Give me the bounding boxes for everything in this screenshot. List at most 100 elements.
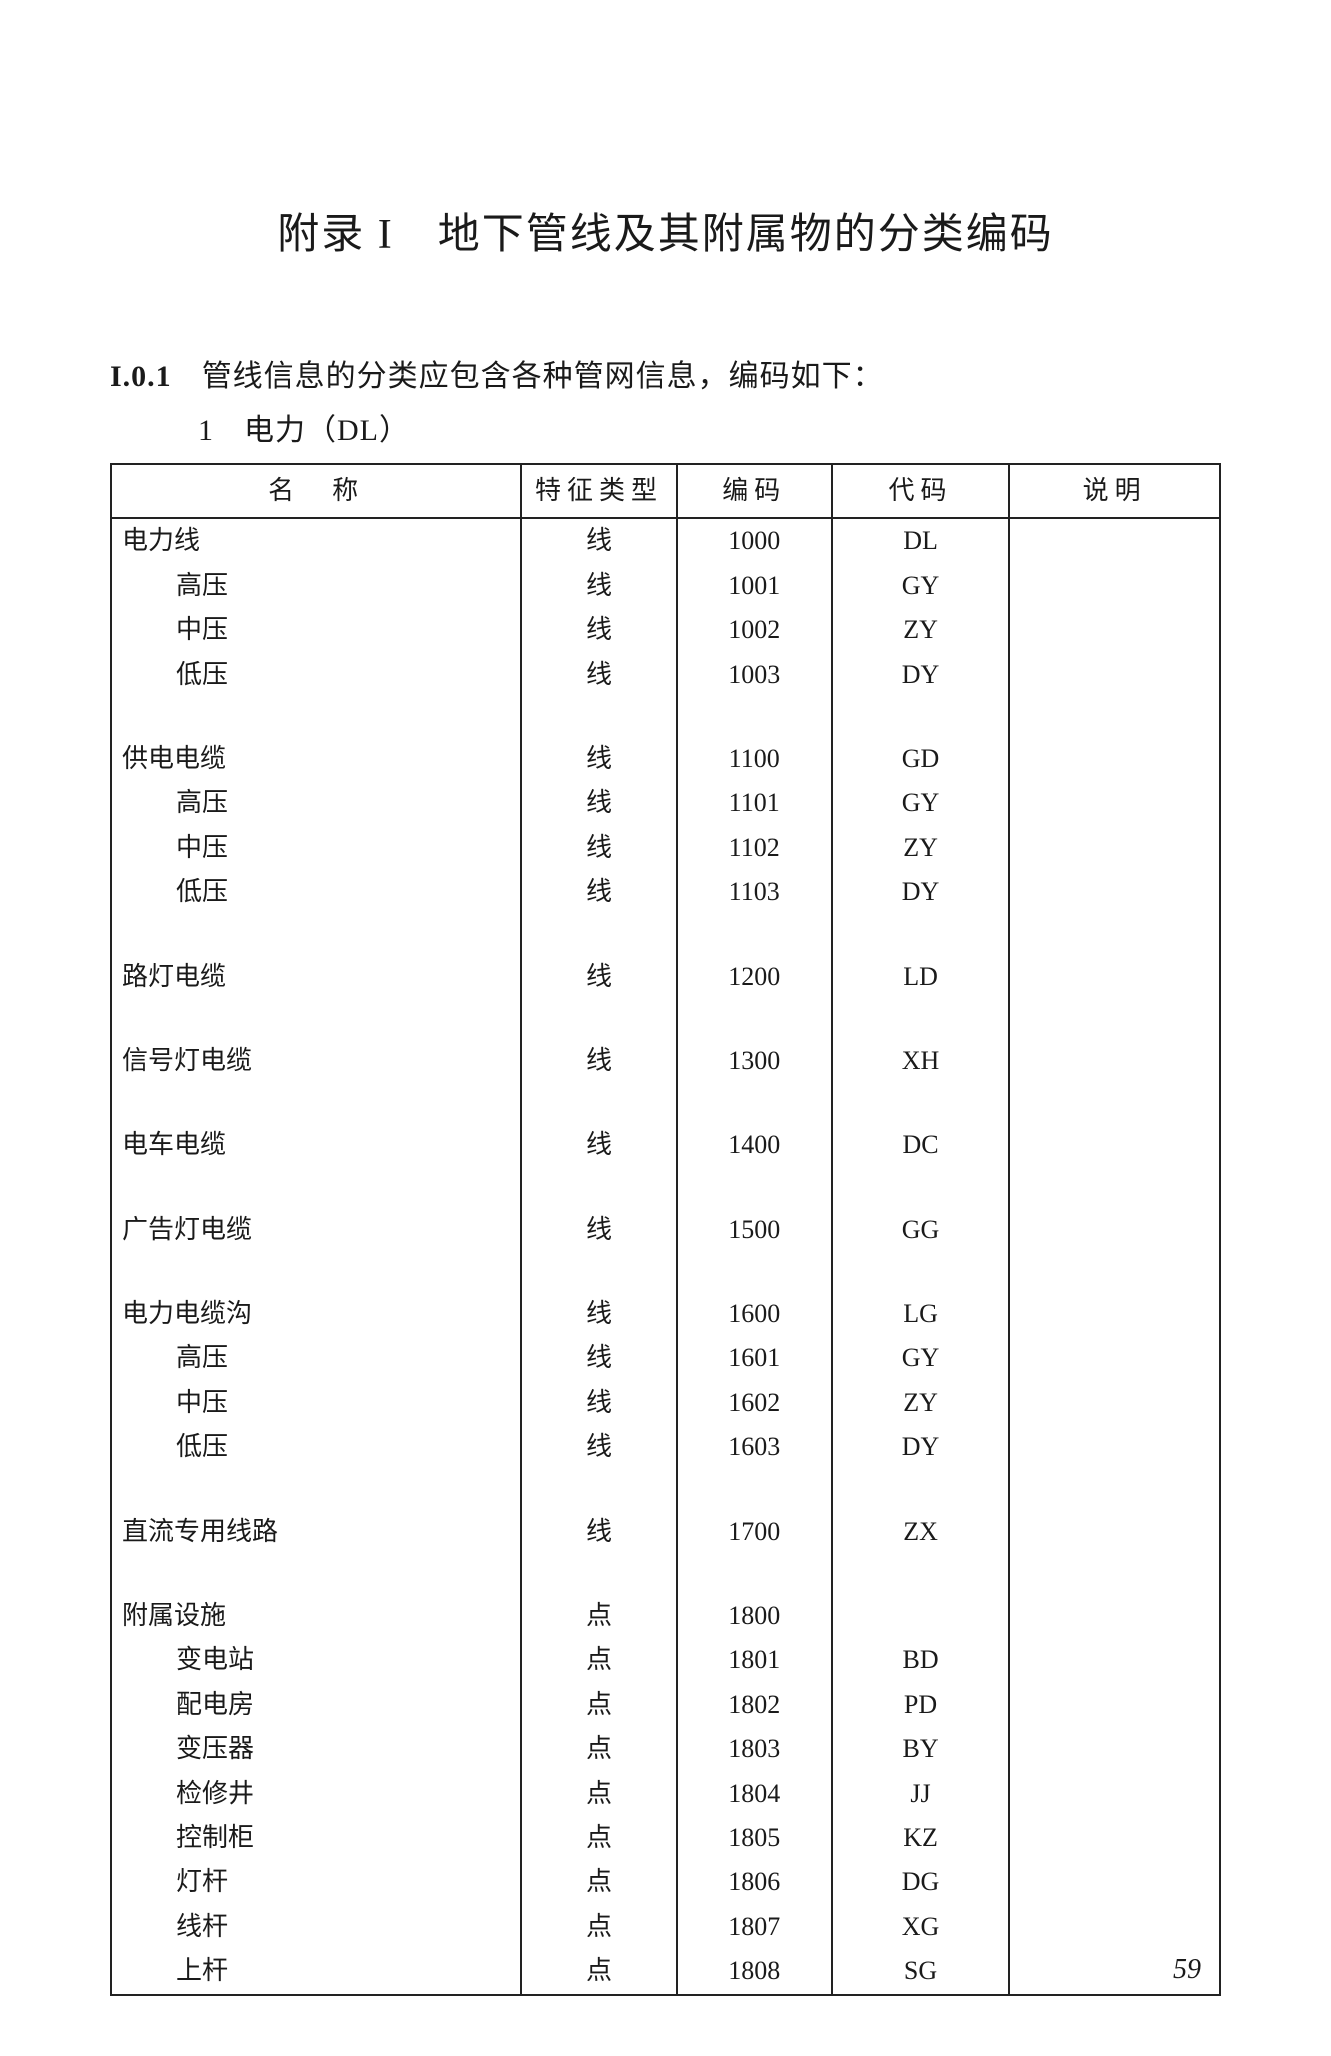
cell-note [1009,1860,1220,1904]
cell-note [1009,1039,1220,1083]
cell-note [1009,653,1220,697]
page-number: 59 [1173,1954,1201,1986]
subsection-heading: 1 电力（DL） [198,405,1221,449]
table-row: 上杆点1808SG [111,1949,1220,1994]
table-spacer-row [111,1470,1220,1510]
col-header-sym: 代码 [832,464,1009,518]
cell-name: 直流专用线路 [111,1510,521,1554]
cell-type: 线 [521,1039,676,1083]
cell-name: 变压器 [111,1727,521,1771]
table-row: 高压线1601GY [111,1336,1220,1380]
cell-code: 1300 [677,1039,832,1083]
cell-note [1009,1336,1220,1380]
cell-note [1009,518,1220,563]
cell-type: 线 [521,737,676,781]
cell-code: 1802 [677,1683,832,1727]
cell-code: 1103 [677,870,832,914]
cell-code: 1805 [677,1816,832,1860]
cell-name: 信号灯电缆 [111,1039,521,1083]
cell-code: 1101 [677,781,832,825]
cell-code: 1000 [677,518,832,563]
cell-sym: BY [832,1727,1009,1771]
cell-type: 线 [521,781,676,825]
cell-name: 电力线 [111,518,521,563]
cell-sym: SG [832,1949,1009,1994]
cell-sym: DY [832,653,1009,697]
cell-note [1009,1123,1220,1167]
cell-type: 点 [521,1594,676,1638]
cell-sym: DY [832,1425,1009,1469]
table-row: 变压器点1803BY [111,1727,1220,1771]
cell-code: 1200 [677,955,832,999]
cell-name: 中压 [111,826,521,870]
table-row: 控制柜点1805KZ [111,1816,1220,1860]
cell-sym: DL [832,518,1009,563]
cell-name: 电车电缆 [111,1123,521,1167]
cell-name: 配电房 [111,1683,521,1727]
table-spacer-row [111,697,1220,737]
cell-name: 中压 [111,608,521,652]
cell-type: 线 [521,1425,676,1469]
table-spacer-row [111,1168,1220,1208]
cell-name: 广告灯电缆 [111,1208,521,1252]
cell-note [1009,1727,1220,1771]
table-row: 低压线1603DY [111,1425,1220,1469]
cell-name: 灯杆 [111,1860,521,1904]
cell-code: 1002 [677,608,832,652]
cell-name: 高压 [111,1336,521,1380]
col-header-code: 编码 [677,464,832,518]
table-row: 检修井点1804JJ [111,1772,1220,1816]
col-header-note: 说明 [1009,464,1220,518]
cell-code: 1500 [677,1208,832,1252]
cell-type: 线 [521,608,676,652]
cell-type: 点 [521,1772,676,1816]
cell-code: 1808 [677,1949,832,1994]
cell-type: 点 [521,1816,676,1860]
cell-sym: DY [832,870,1009,914]
table-row: 高压线1001GY [111,564,1220,608]
subsection-index: 1 [198,414,214,447]
cell-sym: BD [832,1638,1009,1682]
cell-code: 1803 [677,1727,832,1771]
cell-sym: ZX [832,1510,1009,1554]
table-row: 电力线线1000DL [111,518,1220,563]
cell-code: 1601 [677,1336,832,1380]
cell-note [1009,826,1220,870]
table-row: 中压线1102ZY [111,826,1220,870]
cell-sym: XH [832,1039,1009,1083]
table-row: 配电房点1802PD [111,1683,1220,1727]
cell-sym [832,1594,1009,1638]
cell-note [1009,1292,1220,1336]
table-row: 附属设施点1800 [111,1594,1220,1638]
cell-sym: ZY [832,826,1009,870]
cell-code: 1801 [677,1638,832,1682]
cell-code: 1003 [677,653,832,697]
cell-type: 线 [521,1510,676,1554]
cell-code: 1102 [677,826,832,870]
table-row: 供电电缆线1100GD [111,737,1220,781]
cell-sym: ZY [832,1381,1009,1425]
table-row: 中压线1602ZY [111,1381,1220,1425]
cell-sym: GY [832,781,1009,825]
col-header-name: 名 称 [111,464,521,518]
cell-type: 点 [521,1949,676,1994]
table-spacer-row [111,1252,1220,1292]
cell-name: 高压 [111,564,521,608]
cell-sym: DG [832,1860,1009,1904]
table-spacer-row [111,915,1220,955]
cell-name: 路灯电缆 [111,955,521,999]
cell-note [1009,1772,1220,1816]
subsection-text: 电力（DL） [244,414,410,447]
cell-sym: ZY [832,608,1009,652]
cell-name: 低压 [111,653,521,697]
cell-type: 点 [521,1683,676,1727]
cell-code: 1602 [677,1381,832,1425]
cell-name: 附属设施 [111,1594,521,1638]
cell-code: 1700 [677,1510,832,1554]
col-header-type: 特征类型 [521,464,676,518]
table-row: 信号灯电缆线1300XH [111,1039,1220,1083]
cell-code: 1807 [677,1905,832,1949]
cell-type: 点 [521,1905,676,1949]
cell-code: 1001 [677,564,832,608]
cell-type: 线 [521,826,676,870]
